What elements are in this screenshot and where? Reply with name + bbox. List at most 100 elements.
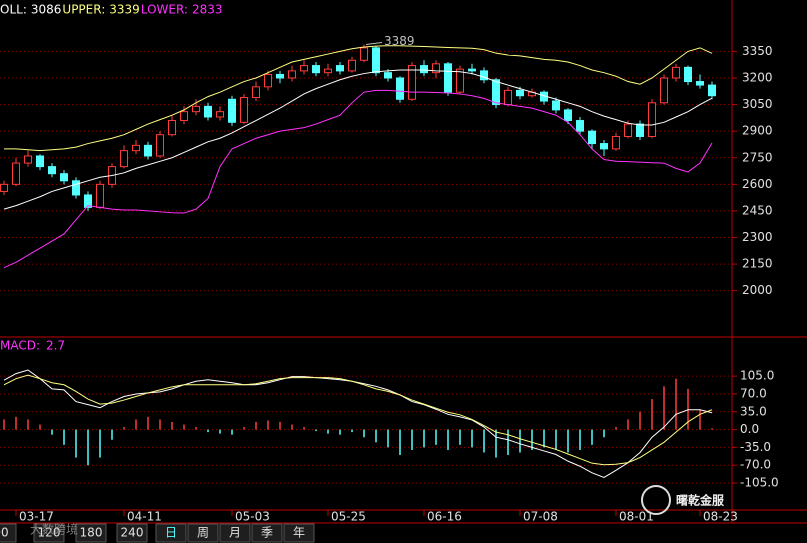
candle-body [72,180,80,196]
candle-body [312,65,320,74]
candle-body [276,73,284,79]
watermark-icon [641,485,671,515]
period-tab[interactable]: 年 [283,523,315,543]
candle-body [456,68,464,93]
candle-body [612,135,620,150]
candle-body [96,183,104,208]
macd-line [3,374,713,466]
y-tick-label: -35.0 [740,440,771,454]
legend-value: 2833 [192,3,223,17]
candle-body [480,70,488,81]
candle-body [156,134,164,157]
y-tick-label: 105.0 [740,369,774,383]
candle-body [576,120,584,132]
candle-body [360,47,368,61]
band-line [3,89,713,269]
candle-body [60,173,68,182]
y-tick-label: 2750 [742,150,773,164]
tab-background [187,523,219,543]
period-tab[interactable]: 240 [116,523,148,543]
tab-background [116,523,148,543]
y-tick-label: 0.0 [740,422,759,436]
tab-background [251,523,283,543]
candle-body [180,111,188,122]
candle-body [384,72,392,79]
y-tick-label: -105.0 [740,476,779,490]
candle-body [120,150,128,168]
legend-name: LOWER: [141,3,188,17]
candle-body [240,96,248,123]
candle-body [636,123,644,137]
tab-background [155,523,187,543]
legend-value: 3086 [31,3,62,17]
period-tab[interactable]: 90 [0,523,17,543]
candle-body [36,155,44,168]
y-tick-label: 35.0 [740,404,767,418]
x-tick-label: 03-17 [19,510,54,524]
candle-body [192,105,200,113]
period-tab[interactable]: 月 [219,523,251,543]
period-tab[interactable]: 180 [75,523,107,543]
period-tab[interactable]: 日 [155,523,187,543]
candle-body [708,84,716,97]
tab-background [33,523,65,543]
candle-body [324,68,332,74]
candle-body [144,144,152,157]
y-tick-label: 3350 [742,44,773,58]
y-tick-label: 2000 [742,283,773,297]
tab-background [283,523,315,543]
legend-name: OLL: [0,3,27,17]
x-tick-label: 07-08 [523,510,558,524]
candle-body [288,70,296,79]
candle-body [660,77,668,104]
candle-body [264,73,272,88]
candle-body [228,98,236,123]
x-tick-label: 08-23 [703,510,738,524]
band-line [3,69,713,210]
y-tick-label: 2450 [742,203,773,217]
tab-label: 240 [121,526,144,540]
candle-body [12,162,20,185]
peak-pointer [365,41,383,45]
candle-body [588,130,596,145]
legend-value: 3339 [109,3,140,17]
candle-body [696,81,704,86]
candle-body [372,47,380,74]
candle-body [420,65,428,74]
period-tab[interactable]: 120 [33,523,65,543]
period-tab[interactable]: 季 [251,523,283,543]
tab-background [219,523,251,543]
candle-body [408,65,416,100]
candle-body [252,86,260,98]
tab-background [75,523,107,543]
x-tick-label: 08-01 [619,510,654,524]
x-tick-label: 06-16 [427,510,462,524]
y-tick-label: -70.0 [740,458,771,472]
tab-background [0,523,17,543]
candle-body [504,89,512,106]
band-line [4,45,713,152]
candle-body [672,66,680,79]
y-tick-label: 2300 [742,230,773,244]
y-tick-label: 70.0 [740,386,767,400]
candle-body [24,155,32,164]
candle-body [204,105,212,118]
candle-body [492,79,500,106]
legend-name: UPPER: [62,3,105,17]
candle-body [300,65,308,72]
candle-body [648,102,656,137]
period-tab[interactable]: 周 [187,523,219,543]
macd-name: MACD: [0,339,40,353]
candle-body [0,183,8,192]
watermark-main: 曙乾金服 [676,493,725,508]
y-tick-label: 2150 [742,257,773,271]
tab-label: 年 [293,526,305,540]
tab-label: 月 [229,526,241,540]
candle-body [396,77,404,100]
macd-value: 2.7 [46,339,65,353]
candle-body [432,63,440,74]
candle-body [624,123,632,137]
y-tick-label: 3200 [742,70,773,84]
